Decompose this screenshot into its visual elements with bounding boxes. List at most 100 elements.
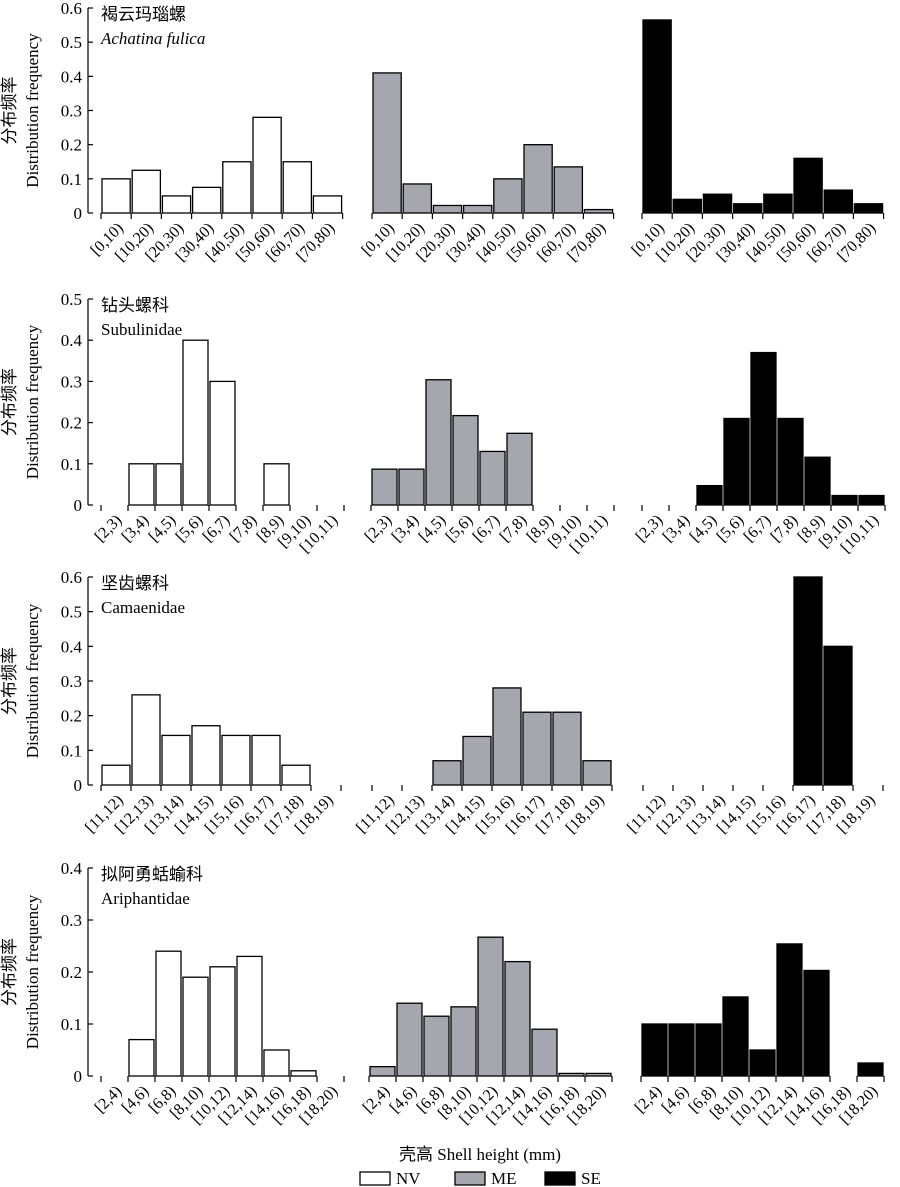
bar-se: [776, 943, 803, 1077]
x-tick-label: [3,4): [660, 512, 694, 546]
bar-se: [793, 576, 823, 786]
y-tick-label: 0.1: [61, 170, 82, 189]
y-tick-label: 0.4: [61, 331, 83, 350]
panel-title-en: Subulinidae: [101, 320, 182, 339]
bar-me: [462, 735, 492, 786]
x-tick-label: [7,8): [768, 512, 802, 546]
y-tick-label: 0.3: [61, 372, 82, 391]
y-axis-label-en: Distribution frequency: [23, 603, 42, 758]
bar-se: [702, 193, 733, 214]
bar-me: [398, 468, 425, 506]
bar-se: [763, 193, 793, 214]
y-tick-label: 0.5: [61, 603, 82, 622]
panel-title-cn: 拟阿勇蛞蝓科: [101, 865, 203, 884]
x-tick-label: [7,8): [497, 512, 531, 546]
bar-nv: [182, 976, 209, 1077]
bar-me: [553, 166, 584, 214]
panel-title-en: Achatina fulica: [100, 29, 205, 48]
bar-se: [642, 19, 672, 214]
bar-me: [423, 1015, 450, 1077]
bar-nv: [222, 161, 252, 214]
bar-me: [506, 432, 533, 506]
y-tick-label: 0.3: [61, 911, 82, 930]
bar-me: [477, 936, 504, 1077]
bar-nv: [263, 463, 290, 506]
y-tick-label: 0: [74, 776, 83, 795]
y-tick-label: 0.5: [61, 33, 82, 52]
bar-se: [723, 417, 750, 506]
bar-me: [492, 687, 522, 786]
bar-nv: [131, 169, 162, 214]
bar-se: [750, 351, 777, 506]
bar-nv: [221, 734, 251, 786]
x-tick-label: [2,4): [92, 1083, 126, 1117]
bar-se: [672, 198, 703, 214]
y-axis-label-cn: 分布频率: [0, 647, 19, 715]
bar-se: [858, 494, 885, 506]
panel-1: 0 0.1 0.2 0.3 0.4 0.5 0.6 分布频率 Distribution freq…: [0, 0, 885, 265]
y-tick-label: 0: [74, 1067, 83, 1086]
panel-title-cn: 钻头螺科: [101, 296, 169, 315]
bar-se: [857, 1062, 884, 1077]
bar-me: [462, 204, 493, 214]
x-tick-label: [6,7): [200, 512, 234, 546]
x-tick-label: [4,6): [659, 1083, 693, 1117]
y-tick-label: 0.2: [61, 414, 82, 433]
bar-nv: [191, 725, 221, 786]
y-tick-label: 0.4: [61, 637, 83, 656]
y-axis-label-en: Distribution frequency: [23, 894, 42, 1049]
bar-me: [450, 1006, 477, 1077]
bar-me: [432, 204, 463, 214]
bar-me: [504, 960, 531, 1077]
bar-nv: [251, 734, 281, 786]
y-tick-label: 0: [74, 496, 83, 515]
bar-me: [558, 1072, 585, 1077]
y-tick-label: 0.2: [61, 963, 82, 982]
y-tick-label: 0.6: [61, 568, 82, 587]
panel-3: 0 0.1 0.2 0.3 0.4 0.5 0.6 分布频率 Distribution freq…: [0, 568, 884, 837]
bar-nv: [252, 116, 282, 214]
legend-swatch-nv: [359, 1171, 391, 1186]
x-tick-label: [4,5): [687, 512, 721, 546]
bar-nv: [101, 178, 131, 214]
bar-nv: [263, 1049, 290, 1077]
x-tick-label: [2,3): [92, 512, 126, 546]
y-axis-label-en: Distribution frequency: [23, 324, 42, 479]
bar-nv: [182, 339, 209, 506]
x-tick-label: [6,7): [741, 512, 775, 546]
bar-nv: [191, 186, 222, 214]
bar-me: [522, 711, 552, 786]
y-tick-label: 0.2: [61, 136, 82, 155]
legend-label-se: SE: [581, 1169, 601, 1187]
bar-me: [582, 760, 612, 786]
panel-4: 0 0.1 0.2 0.3 0.4 分布频率 Distribution frequency 拟…: [0, 859, 885, 1128]
bar-se: [641, 1023, 668, 1077]
bar-se: [668, 1023, 695, 1077]
x-axis-label: 壳高 Shell height (mm): [399, 1145, 561, 1164]
bar-nv: [161, 195, 192, 214]
bar-me: [369, 1065, 396, 1077]
bar-me: [585, 1072, 612, 1077]
bar-se: [831, 494, 858, 506]
x-tick-label: [2,3): [633, 512, 667, 546]
y-tick-label: 0.4: [61, 67, 83, 86]
panel-title-en: Camaenidae: [101, 598, 185, 617]
bar-nv: [101, 764, 131, 786]
y-tick-label: 0.1: [61, 1015, 82, 1034]
bar-se: [722, 996, 749, 1077]
bar-se: [696, 484, 723, 506]
y-tick-label: 0.5: [61, 290, 82, 309]
bar-me: [531, 1028, 558, 1077]
panel-title-en: Ariphantidae: [101, 889, 190, 908]
bar-nv: [209, 966, 236, 1077]
x-tick-label: [2,4): [632, 1083, 666, 1117]
bar-me: [493, 178, 523, 214]
bar-me: [583, 208, 614, 214]
panel-title-cn: 褐云玛瑙螺: [101, 5, 186, 24]
legend-label-me: ME: [491, 1169, 517, 1187]
y-tick-label: 0.4: [61, 859, 83, 878]
bar-nv: [282, 161, 313, 214]
bar-nv: [290, 1070, 317, 1077]
bar-me: [452, 414, 479, 506]
